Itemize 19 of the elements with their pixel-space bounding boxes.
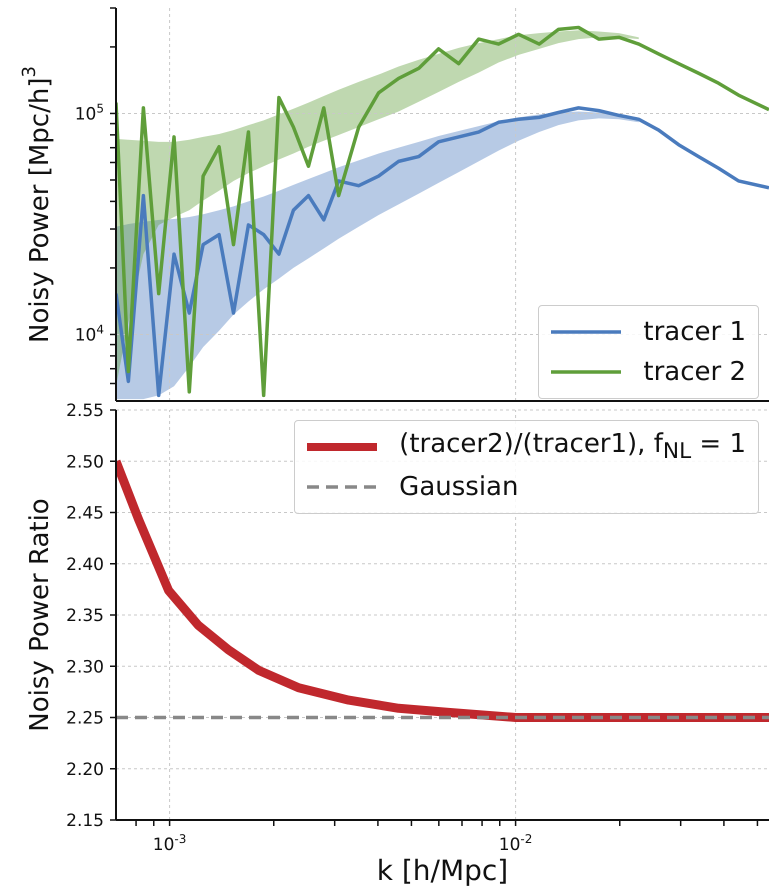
y-tick-label: 10$^{4}$ [74, 322, 104, 346]
y-tick-label: 2.20 [66, 760, 104, 780]
legend-label: tracer 1 [643, 317, 746, 347]
y-axis-title: Noisy Power Ratio [25, 498, 55, 732]
legend-label: Gaussian [399, 472, 518, 502]
x-tick-label: 10$^{-3}$ [152, 832, 186, 855]
legend-label: (tracer2)/(tracer1), f$_{NL}$ = 1 [399, 429, 746, 465]
y-tick-label: 2.15 [66, 811, 104, 831]
y-tick-label: 2.55 [66, 401, 104, 421]
y-tick-label: 2.45 [66, 504, 104, 524]
y-tick-label: 2.50 [66, 452, 104, 472]
x-tick-label: 10$^{-2}$ [498, 832, 532, 855]
y-tick-label: 2.35 [66, 606, 104, 626]
y-tick-label: 2.30 [66, 657, 104, 678]
legend-label: tracer 2 [643, 357, 746, 387]
y-tick-label: 10$^{5}$ [74, 101, 104, 124]
y-tick-label: 2.25 [66, 708, 104, 728]
y-tick-label: 2.40 [66, 554, 104, 575]
x-axis-title: k [h/Mpc] [376, 854, 508, 887]
